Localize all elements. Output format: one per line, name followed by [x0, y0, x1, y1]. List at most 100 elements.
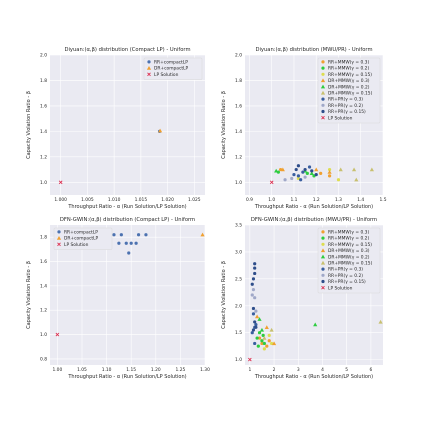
y-tick-label: 0.8: [40, 356, 47, 362]
y-axis-label: Capacity Violation Ratio - β: [26, 91, 32, 159]
data-point: [255, 314, 260, 319]
data-point: [256, 344, 260, 348]
x-tick-label: 1.000: [54, 197, 67, 203]
x-tick-label: 1: [248, 367, 251, 373]
x-tick-label: 1.5: [380, 197, 387, 203]
data-point: [262, 341, 266, 346]
x-tick-label: 1.005: [81, 197, 94, 203]
data-point: [270, 341, 274, 346]
legend-marker: [321, 236, 325, 240]
y-tick-label: 1.8: [40, 78, 47, 84]
legend-entry: LP Solution: [154, 72, 179, 78]
legend-entry: RR+compactLP: [154, 60, 188, 66]
chart-dfn-gwin-mwu-pr: 1 2 3 4 5 6 1.0 1.5 2.0 2.5 3.0 3.5 DFN-GWIN:(α,β) d…: [221, 217, 383, 380]
y-tick-label: 1.4: [40, 283, 47, 289]
data-point: [253, 262, 257, 266]
data-point: [378, 319, 383, 324]
y-tick-label: 1.2: [40, 308, 47, 314]
data-point: [301, 170, 305, 174]
legend-entry: RR+compactLP: [64, 230, 98, 236]
y-tick-label: 1.2: [40, 154, 47, 160]
legend-marker: [321, 279, 325, 284]
data-point: [124, 241, 128, 245]
data-point: [112, 233, 116, 237]
x-tick-label: 6: [369, 367, 372, 373]
x-tick-label: 1.10: [102, 367, 112, 373]
legend-marker: [321, 97, 325, 101]
legend-entry: RR+PR(γ = 0.2): [328, 103, 363, 109]
x-tick-label: 1.20: [151, 367, 161, 373]
data-point: [269, 327, 274, 332]
y-axis-label: Capacity Violation Ratio - β: [26, 261, 32, 329]
legend-marker: [320, 84, 326, 89]
legend: RR+MMW(γ = 0.3)RR+MMW(γ = 0.2)RR+MMW(γ =…: [317, 227, 381, 294]
legend-marker: [321, 103, 325, 107]
data-point: [251, 306, 256, 311]
data-point: [257, 336, 262, 340]
data-point: [253, 341, 257, 346]
data-point: [251, 277, 256, 281]
data-point: [251, 288, 256, 292]
legend-marker: [321, 66, 325, 70]
y-tick-label: 2.0: [235, 303, 242, 309]
legend-entry: DR+MMW(γ = 0.15): [328, 91, 373, 97]
data-point: [257, 331, 262, 335]
data-point: [290, 176, 294, 181]
legend-marker: [321, 267, 325, 271]
y-tick-label: 1.5: [235, 330, 242, 336]
data-point: [271, 341, 277, 346]
legend-entry: DR+MMW(γ = 0.2): [328, 84, 370, 90]
legend-marker: [147, 72, 151, 77]
x-axis-label: Throughput Ratio - α (Run Solution/LP So…: [254, 374, 373, 380]
legend-marker: [320, 248, 326, 253]
data-point: [369, 167, 374, 172]
legend-entry: RR+MMW(γ = 0.15): [328, 242, 372, 248]
data-point: [262, 347, 266, 351]
legend-marker: [320, 90, 326, 95]
legend-entry: LP Solution: [64, 242, 89, 248]
x-tick-label: 1.4: [357, 197, 364, 203]
data-point: [254, 309, 258, 313]
data-point: [255, 336, 259, 340]
legend-entry: RR+PR(γ = 0.15): [328, 109, 366, 115]
x-tick-label: 1.010: [108, 197, 121, 203]
x-tick-label: 1.0: [268, 197, 275, 203]
legend-entry: DR+MMW(γ = 0.3): [328, 248, 370, 254]
x-tick-label: 1.00: [52, 367, 62, 373]
legend-entry: DR+MMW(γ = 0.2): [328, 254, 370, 260]
y-tick-label: 2.0: [40, 53, 47, 59]
data-point: [158, 128, 163, 133]
chart-title: DFN-GWIN:(α,β) distribution (MWU/PR) - U…: [251, 217, 377, 223]
data-point: [307, 165, 312, 169]
data-point: [319, 171, 323, 175]
data-point: [264, 325, 269, 329]
x-tick-label: 1.2: [313, 197, 320, 203]
legend-marker: [321, 230, 325, 234]
x-tick-label: 1.30: [200, 367, 210, 373]
x-tick-label: 1.020: [161, 197, 174, 203]
data-point: [254, 323, 258, 327]
y-tick-label: 1.8: [40, 235, 47, 241]
data-point: [261, 333, 265, 337]
data-point: [327, 174, 332, 178]
y-tick-label: 1.0: [235, 357, 242, 363]
legend-entry: RR+PR(γ = 0.15): [328, 279, 366, 285]
y-tick-label: 3.5: [235, 223, 242, 229]
legend-marker: [147, 60, 151, 64]
x-tick-label: 1.15: [126, 367, 136, 373]
legend-entry: RR+MMW(γ = 0.15): [328, 72, 372, 78]
y-tick-label: 1.6: [40, 259, 47, 265]
data-point: [259, 327, 265, 332]
legend-marker: [56, 236, 62, 240]
x-tick-label: 5: [345, 367, 348, 373]
data-point: [250, 282, 254, 286]
data-point: [257, 317, 262, 321]
data-point: [327, 169, 332, 174]
chart-diyuan-mwu-pr: 0.9 1.0 1.1 1.2 1.3 1.4 1.5 1.0 1.2 1.4 1.6 1.8 2.0 D…: [221, 47, 387, 210]
x-axis-label: Throughput Ratio - α (Run Solution/LP So…: [67, 374, 186, 380]
legend-entry: RR+PR(γ = 0.3): [328, 97, 363, 103]
legend-entry: RR+PR(γ = 0.2): [328, 273, 363, 279]
legend-marker: [321, 72, 325, 76]
